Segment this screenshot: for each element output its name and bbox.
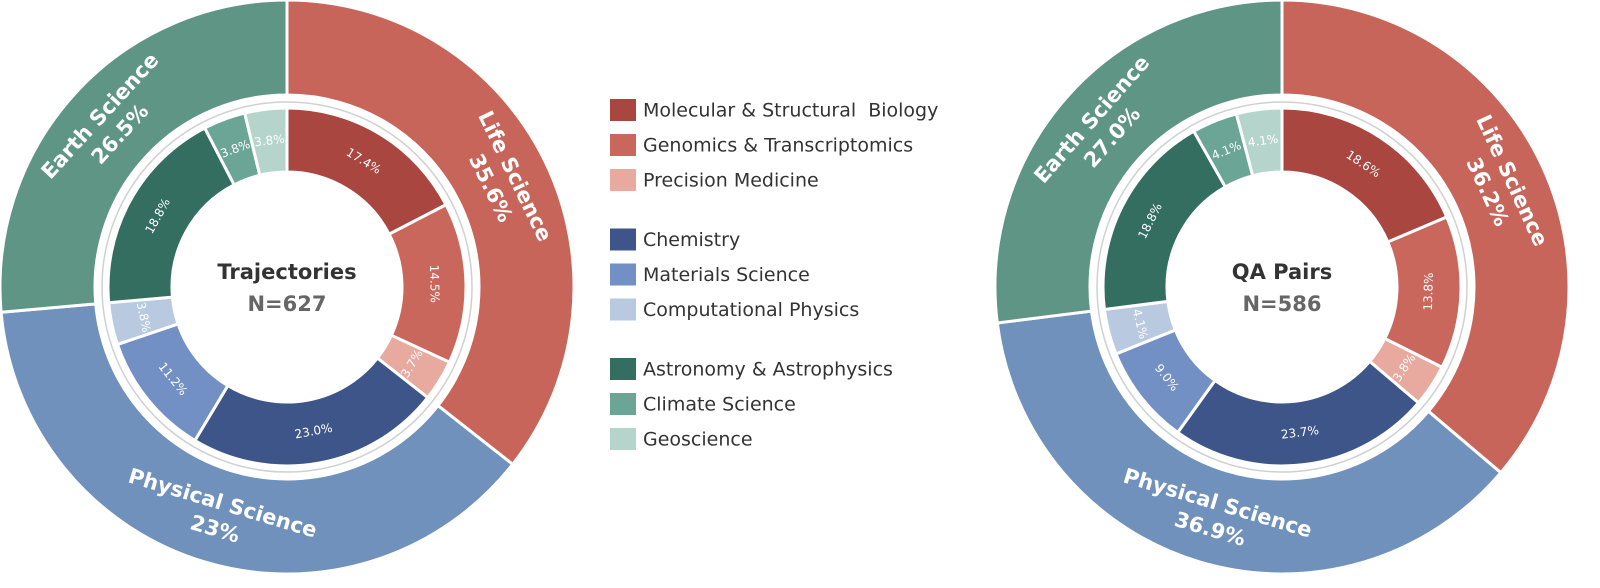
legend-label: Climate Science xyxy=(643,394,796,416)
legend-label: Molecular & Structural Biology xyxy=(643,100,938,122)
ring-separator xyxy=(1096,101,1468,473)
legend-swatch xyxy=(610,358,636,380)
legend-swatch xyxy=(610,393,636,415)
legend-swatch xyxy=(610,99,636,121)
legend-label: Materials Science xyxy=(643,264,810,286)
legend-swatch xyxy=(610,134,636,156)
legend-label: Computational Physics xyxy=(643,299,859,321)
legend-label: Precision Medicine xyxy=(643,170,819,192)
legend-swatch xyxy=(610,428,636,450)
inner-label: 23.7% xyxy=(1280,423,1320,442)
inner-segment xyxy=(242,106,289,178)
legend-swatch xyxy=(610,298,636,321)
legend-label: Chemistry xyxy=(643,229,740,251)
legend-label: Geoscience xyxy=(643,429,753,451)
inner-label: 4.1% xyxy=(1247,132,1279,150)
legend-swatch xyxy=(610,169,636,191)
center-subtitle: N=627 xyxy=(247,292,326,316)
inner-segment xyxy=(192,355,430,468)
legend-label: Genomics & Transcriptomics xyxy=(643,135,913,157)
outer-segment xyxy=(993,0,1284,325)
inner-label: 3.8% xyxy=(253,132,285,150)
outer-segment xyxy=(0,302,515,576)
outer-segment xyxy=(1280,0,1571,475)
inner-segment xyxy=(1234,106,1284,178)
center-title: QA Pairs xyxy=(1232,260,1332,284)
inner-label: 13.8% xyxy=(1421,272,1436,311)
legend-label: Astronomy & Astrophysics xyxy=(643,359,893,381)
outer-segment xyxy=(0,0,289,314)
inner-label: 14.5% xyxy=(427,265,442,303)
center-subtitle: N=586 xyxy=(1242,292,1321,316)
center-title: Trajectories xyxy=(217,260,356,284)
legend-swatch xyxy=(610,228,636,251)
outer-segment xyxy=(995,309,1503,576)
ring-separator xyxy=(101,101,473,473)
legend-swatch xyxy=(610,263,636,286)
outer-segment xyxy=(285,0,576,467)
inner-label: 23.0% xyxy=(294,421,334,442)
inner-label: 3.8% xyxy=(134,301,154,334)
